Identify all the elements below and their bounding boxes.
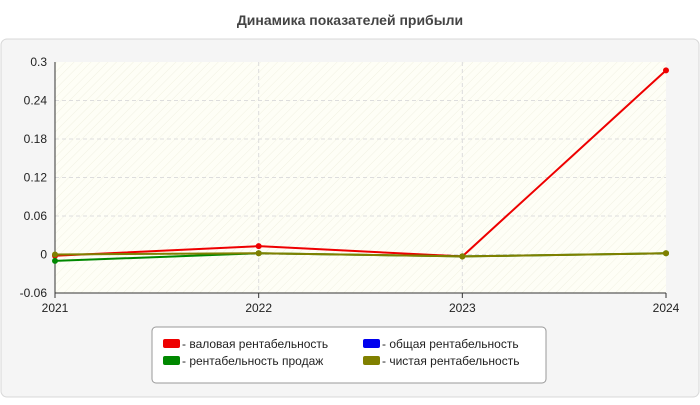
- legend-swatch: [363, 339, 380, 348]
- series-line-4: [54, 252, 667, 258]
- y-tick-label: 0.3: [30, 55, 47, 69]
- legend-swatch: [163, 356, 180, 365]
- legend-label: - чистая рентабельность: [382, 354, 519, 368]
- y-tick-label: 0: [40, 248, 47, 262]
- data-point: [663, 250, 669, 257]
- series-line-1: [54, 69, 667, 258]
- y-tick-label: 0.06: [24, 209, 48, 223]
- chart-title: Динамика показателей прибыли: [237, 12, 463, 28]
- legend-box: [151, 326, 547, 384]
- data-point: [459, 253, 466, 260]
- legend-label: - валовая рентабельность: [182, 337, 328, 351]
- x-tick-label: 2021: [42, 301, 69, 315]
- x-tick-label: 2022: [245, 301, 272, 315]
- x-tick-label: 2024: [653, 301, 680, 315]
- x-tick-label: 2023: [449, 301, 476, 315]
- axes-layer: -0.06 0 0.06 0.12 0.18 0.24 0.3 2021 2022 2023 202…: [20, 55, 680, 315]
- data-point: [52, 257, 58, 264]
- legend-swatch: [163, 339, 180, 348]
- data-point: [52, 251, 58, 258]
- series-layer: [52, 67, 669, 264]
- y-tick-label: 0.18: [24, 132, 48, 146]
- legend-label: - общая рентабельность: [382, 337, 519, 351]
- data-point: [663, 67, 669, 74]
- data-point: [255, 250, 262, 257]
- y-tick-label: 0.12: [24, 171, 48, 185]
- legend-label: - рентабельность продаж: [182, 354, 323, 368]
- y-tick-label: -0.06: [20, 286, 48, 300]
- data-point: [255, 243, 262, 250]
- legend-swatch: [363, 356, 380, 365]
- legend: - валовая рентабельность - общая рентабел…: [151, 326, 547, 384]
- y-tick-label: 0.24: [24, 94, 48, 108]
